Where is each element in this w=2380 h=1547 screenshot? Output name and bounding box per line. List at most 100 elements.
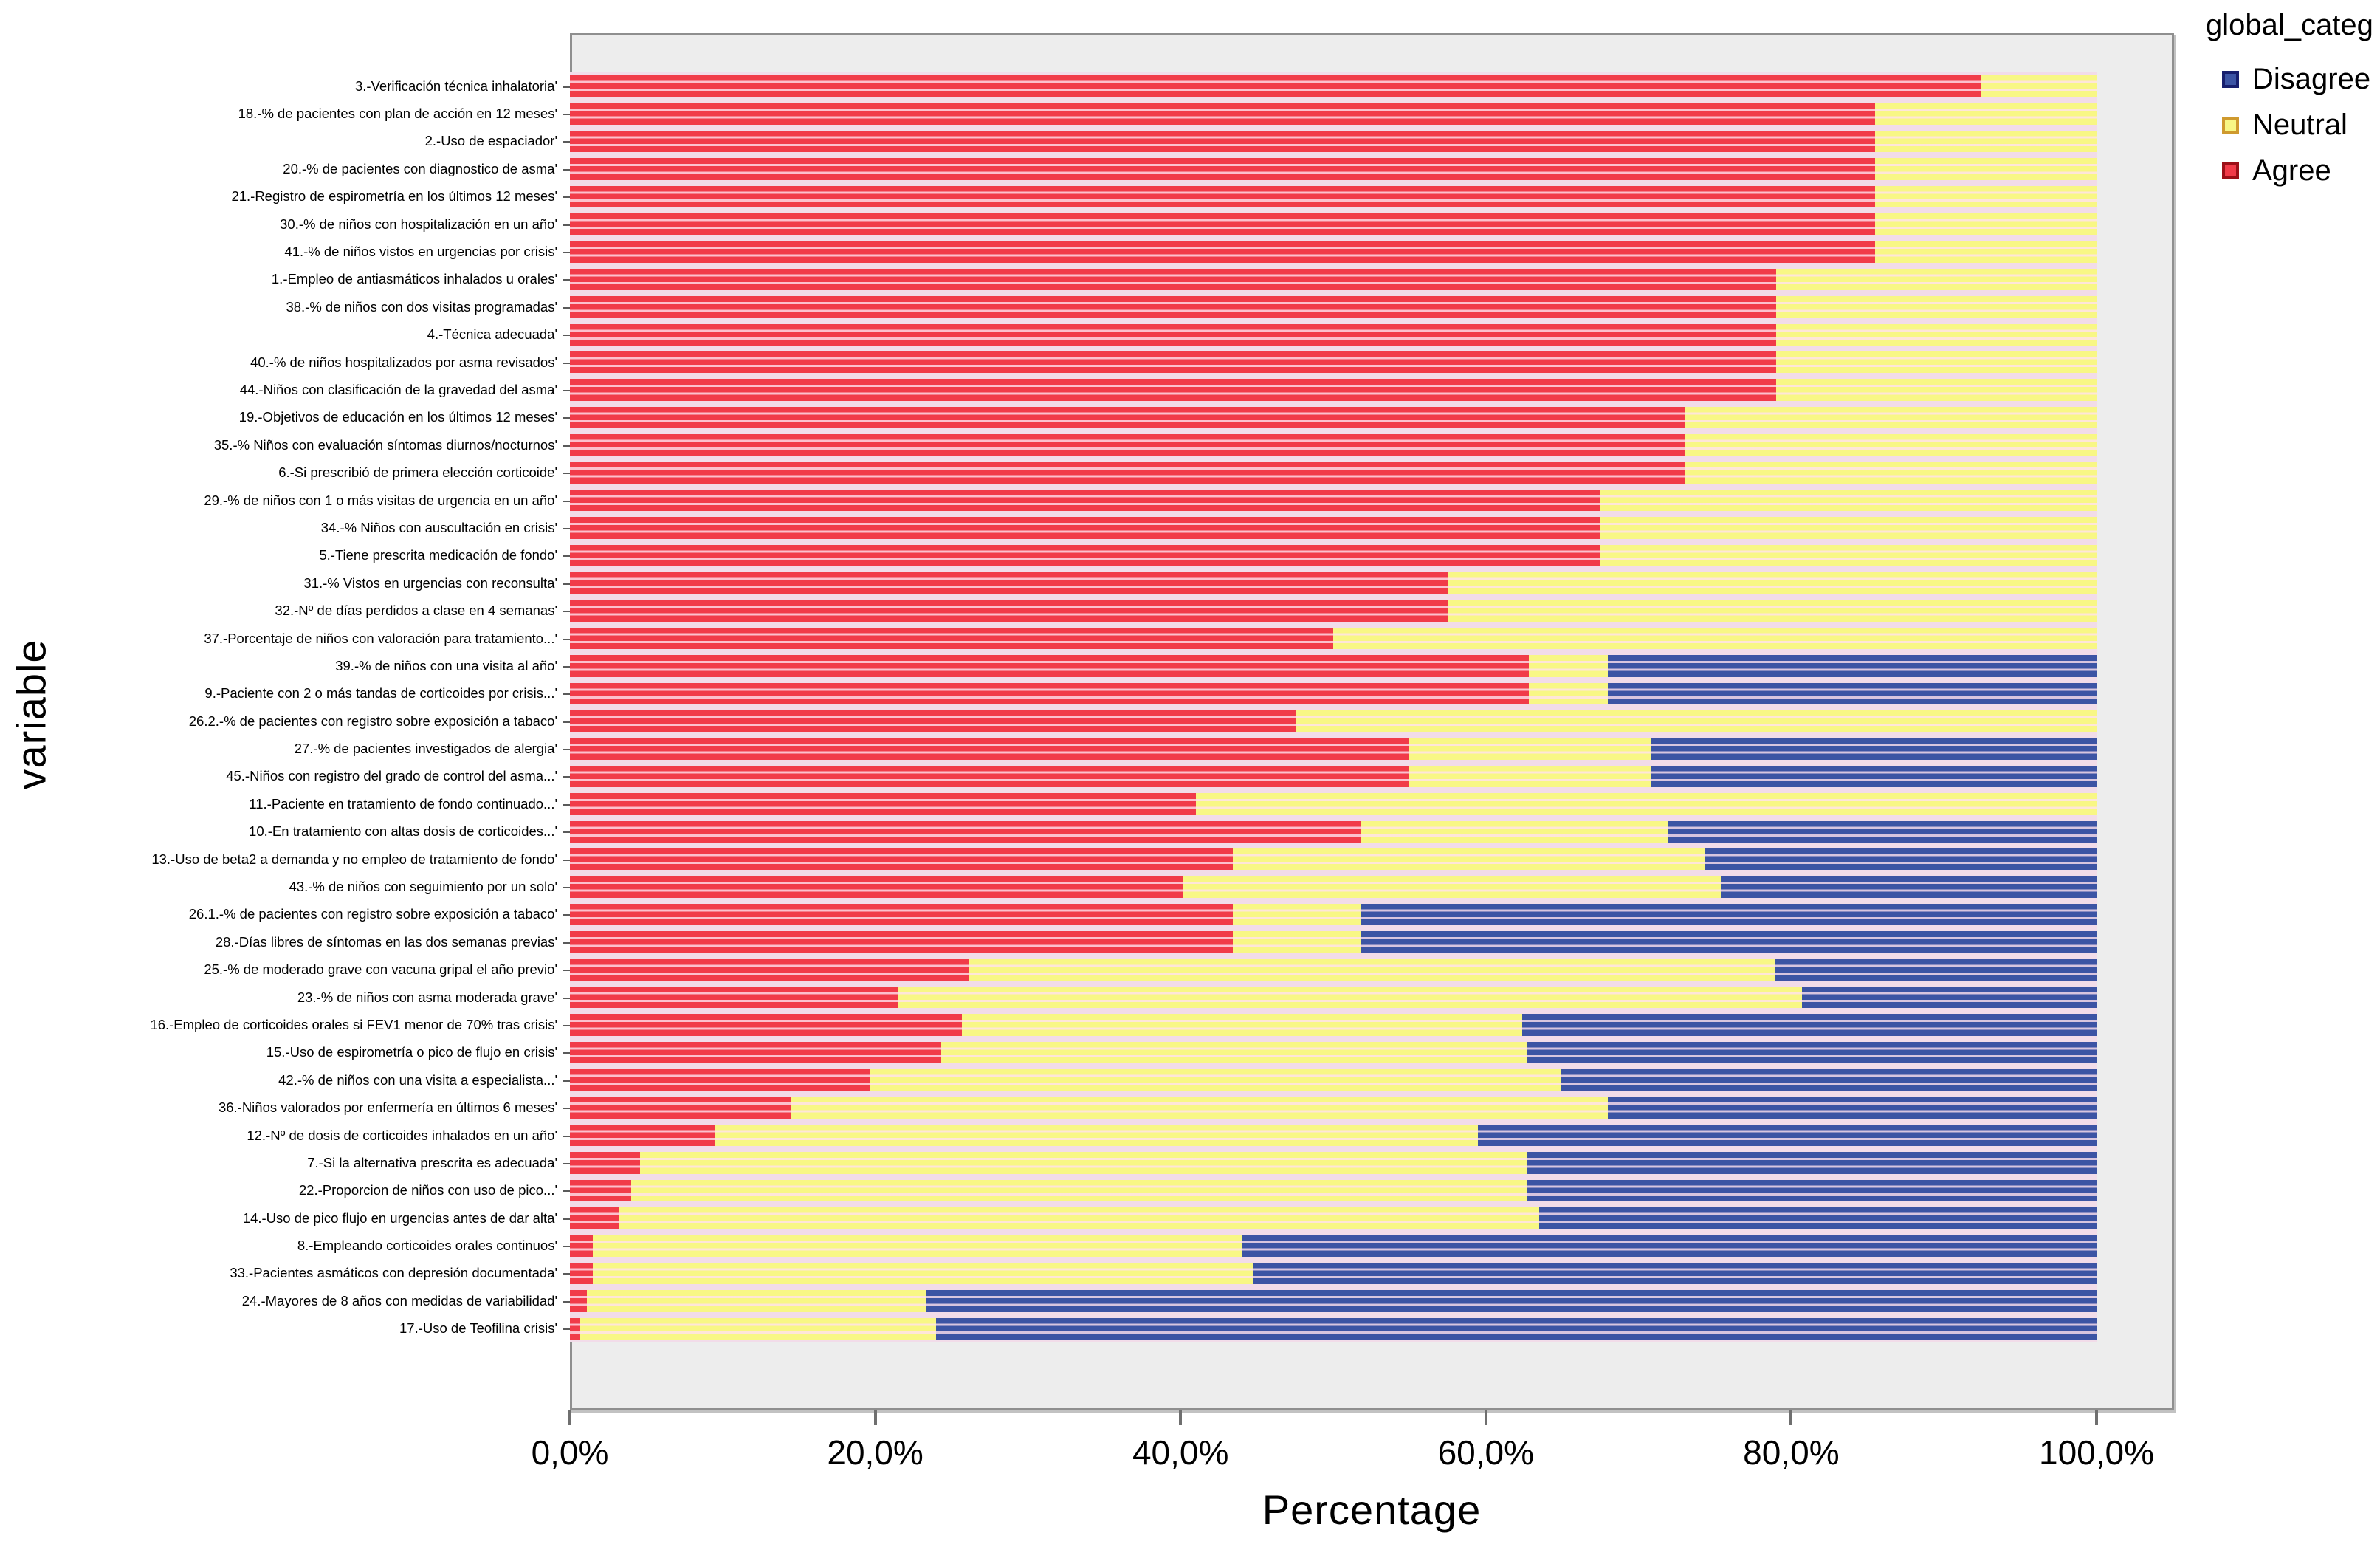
category-label: 1.-Empleo de antiasmáticos inhalados u o…	[0, 266, 570, 293]
category-label: 11.-Paciente en tratamiento de fondo con…	[0, 790, 570, 817]
bar-segment-agree	[570, 103, 1876, 125]
bar-segment-agree	[570, 1262, 594, 1285]
bar-segment-agree	[570, 931, 1233, 953]
bar-segment-neutral	[1361, 820, 1668, 843]
bar-segment-neutral	[898, 986, 1802, 1009]
bar-segment-neutral	[715, 1124, 1479, 1147]
bar-segment-neutral	[1684, 434, 2097, 456]
category-label: 6.-Si prescribió de primera elección cor…	[0, 459, 570, 486]
category-label: 29.-% de niños con 1 o más visitas de ur…	[0, 487, 570, 514]
x-tick	[2095, 1410, 2098, 1425]
category-label: 4.-Técnica adecuada'	[0, 321, 570, 349]
legend: global_categ Disagree Neutral Agree	[2206, 9, 2380, 200]
bar-row	[570, 210, 2097, 239]
category-label: 2.-Uso de espaciador'	[0, 128, 570, 155]
bar-segment-agree	[570, 1290, 587, 1312]
x-tick	[1179, 1410, 1183, 1425]
category-label: 19.-Objetivos de educación en los último…	[0, 404, 570, 431]
bar-segment-agree	[570, 462, 1685, 484]
bar-row	[570, 790, 2097, 818]
bar-row	[570, 127, 2097, 156]
category-label: 9.-Paciente con 2 o más tandas de cortic…	[0, 680, 570, 707]
x-tick	[568, 1410, 571, 1425]
bar-segment-agree	[570, 489, 1600, 512]
bar-row	[570, 735, 2097, 763]
category-label: 27.-% de pacientes investigados de alerg…	[0, 735, 570, 762]
category-label: 3.-Verificación técnica inhalatoria'	[0, 72, 570, 100]
category-label: 39.-% de niños con una visita al año'	[0, 652, 570, 679]
bar-row	[570, 1149, 2097, 1177]
legend-swatch-icon	[2222, 71, 2239, 88]
bar-segment-neutral	[619, 1207, 1540, 1229]
bar-segment-neutral	[1600, 489, 2097, 512]
bar-segment-neutral	[1775, 296, 2097, 318]
bar-row	[570, 514, 2097, 542]
bar-row	[570, 100, 2097, 128]
bar-row	[570, 486, 2097, 515]
bar-segment-disagree	[1608, 1097, 2097, 1119]
bar-row	[570, 569, 2097, 597]
bar-row	[570, 431, 2097, 459]
bar-segment-neutral	[1875, 241, 2097, 263]
category-label: 15.-Uso de espirometría o pico de flujo …	[0, 1039, 570, 1066]
bar-segment-agree	[570, 544, 1600, 567]
bar-segment-neutral	[1195, 793, 2097, 815]
category-label: 36.-Niños valorados por enfermería en úl…	[0, 1094, 570, 1121]
bar-segment-disagree	[925, 1290, 2097, 1312]
category-label: 34.-% Niños con auscultación en crisis'	[0, 514, 570, 541]
bar-segment-neutral	[1600, 517, 2097, 539]
category-label: 23.-% de niños con asma moderada grave'	[0, 984, 570, 1011]
x-tick-label: 60,0%	[1437, 1433, 1535, 1472]
bar-row	[570, 1038, 2097, 1067]
legend-item-disagree: Disagree	[2206, 63, 2380, 96]
bar-segment-disagree	[1478, 1124, 2097, 1147]
bar-segment-neutral	[1333, 627, 2097, 650]
bar-segment-neutral	[870, 1069, 1561, 1091]
legend-item-agree: Agree	[2206, 154, 2380, 188]
category-label: 10.-En tratamiento con altas dosis de co…	[0, 818, 570, 845]
x-tick-label: 20,0%	[827, 1433, 924, 1472]
bar-row	[570, 376, 2097, 404]
bar-row	[570, 956, 2097, 984]
bar-segment-neutral	[1296, 710, 2097, 733]
bar-segment-neutral	[1600, 544, 2097, 567]
bar-segment-disagree	[1667, 820, 2097, 843]
bar-segment-agree	[570, 1097, 791, 1119]
bar-segment-agree	[570, 655, 1529, 677]
category-label: 24.-Mayores de 8 años con medidas de var…	[0, 1287, 570, 1314]
x-tick-label: 40,0%	[1132, 1433, 1229, 1472]
bar-segment-neutral	[630, 1179, 1527, 1202]
category-label: 8.-Empleando corticoides orales continuo…	[0, 1232, 570, 1259]
bar-segment-agree	[570, 1317, 581, 1340]
category-label: 43.-% de niños con seguimiento por un so…	[0, 873, 570, 900]
category-label: 12.-Nº de dosis de corticoides inhalados…	[0, 1122, 570, 1149]
bar-segment-agree	[570, 517, 1600, 539]
category-label: 44.-Niños con clasificación de la graved…	[0, 376, 570, 403]
legend-title: global_categ	[2206, 9, 2373, 41]
bar-row	[570, 155, 2097, 183]
bar-row	[570, 624, 2097, 653]
category-label: 25.-% de moderado grave con vacuna gripa…	[0, 956, 570, 984]
category-label: 20.-% de pacientes con diagnostico de as…	[0, 155, 570, 182]
bar-segment-neutral	[1183, 876, 1722, 898]
bar-row	[570, 238, 2097, 266]
bar-segment-neutral	[640, 1152, 1527, 1174]
bar-segment-agree	[570, 379, 1776, 401]
bar-row	[570, 900, 2097, 929]
legend-item-neutral: Neutral	[2206, 109, 2380, 142]
x-tick-label: 80,0%	[1743, 1433, 1840, 1472]
bar-segment-neutral	[1528, 655, 1609, 677]
bar-segment-disagree	[1253, 1262, 2097, 1285]
bar-row	[570, 1121, 2097, 1150]
x-tick	[1789, 1410, 1793, 1425]
legend-swatch-icon	[2222, 117, 2239, 134]
bar-segment-disagree	[1721, 876, 2097, 898]
bar-row	[570, 1314, 2097, 1342]
bar-segment-agree	[570, 793, 1196, 815]
bar-segment-disagree	[1527, 1152, 2097, 1174]
category-label: 38.-% de niños con dos visitas programad…	[0, 293, 570, 320]
category-label: 37.-Porcentaje de niños con valoración p…	[0, 625, 570, 652]
bar-row	[570, 348, 2097, 377]
category-label: 41.-% de niños vistos en urgencias por c…	[0, 238, 570, 265]
bar-row	[570, 1011, 2097, 1039]
